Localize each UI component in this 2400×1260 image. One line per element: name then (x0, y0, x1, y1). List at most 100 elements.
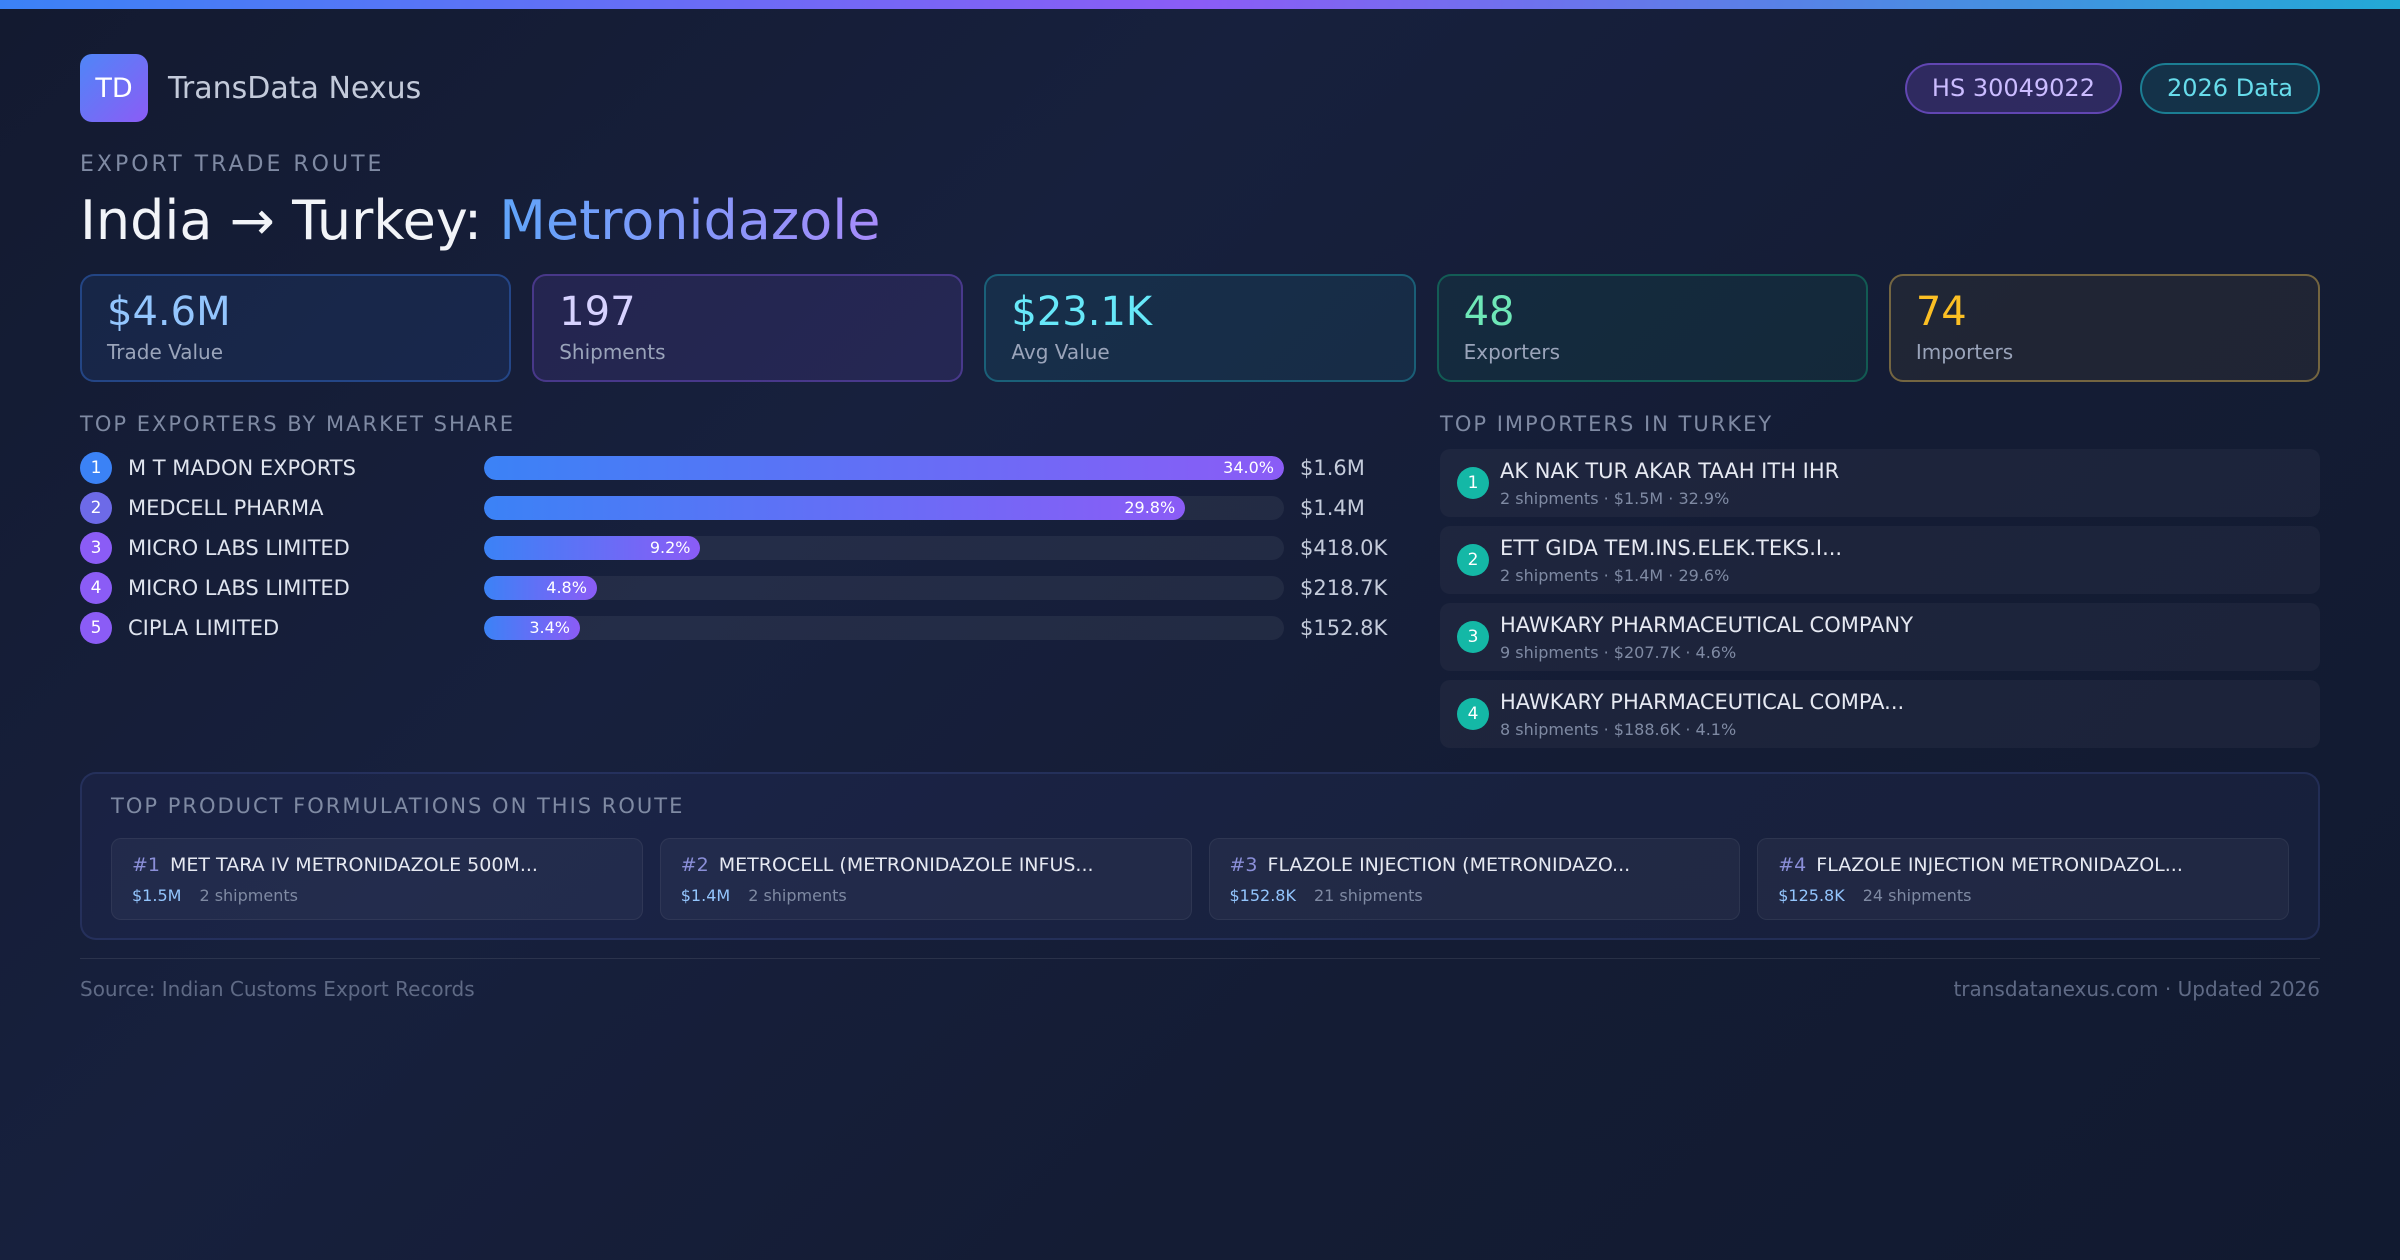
exporter-value: $1.6M (1300, 456, 1365, 481)
rank-badge: 3 (80, 532, 112, 565)
formulations-title: TOP PRODUCT FORMULATIONS ON THIS ROUTE (111, 794, 685, 819)
importer-meta: 9 shipments · $207.7K · 4.6% (1500, 643, 1737, 663)
importer-meta: 2 shipments · $1.4M · 29.6% (1500, 566, 1730, 586)
stats-row: $4.6M Trade Value 197 Shipments $23.1K A… (80, 274, 2321, 383)
importer-name: HAWKARY PHARMACEUTICAL COMPA... (1500, 690, 1905, 715)
formulation-value: $1.4M (680, 886, 731, 906)
formulation-shipments: 2 shipments (748, 886, 847, 906)
importer-name: AK NAK TUR AKAR TAAH ITH IHR (1500, 459, 1840, 484)
importers-panel: TOP IMPORTERS IN TURKEY 1 AK NAK TUR AKA… (1440, 412, 2320, 749)
exporter-value: $152.8K (1300, 616, 1388, 641)
rank-badge: 4 (1457, 698, 1489, 731)
rank-badge: 3 (1457, 621, 1489, 654)
formulations-row: #1 MET TARA IV METRONIDAZOLE 500M... $1.5… (111, 838, 2289, 921)
top-accent-bar (0, 0, 2400, 9)
importer-card[interactable]: 3 HAWKARY PHARMACEUTICAL COMPANY 9 shipm… (1440, 603, 2320, 672)
rank-badge: 5 (80, 612, 112, 645)
share-bar-track: 4.8% (484, 576, 1284, 601)
exporter-row[interactable]: 2 MEDCELL PHARMA 29.8% $1.4M (80, 492, 1380, 525)
stat-value: 48 (1463, 289, 1515, 336)
share-percent: 29.8% (1124, 498, 1176, 518)
importer-meta: 2 shipments · $1.5M · 32.9% (1500, 489, 1730, 509)
footer-divider (80, 958, 2320, 960)
importers-title: TOP IMPORTERS IN TURKEY (1440, 412, 1774, 437)
stat-value: 74 (1915, 289, 1967, 336)
exporter-name: MICRO LABS LIMITED (128, 536, 350, 561)
share-bar-track: 34.0% (484, 456, 1284, 481)
formulation-rank: #4 (1778, 854, 1807, 877)
badges: HS 30049022 2026 Data (1904, 62, 2320, 114)
data-year-badge: 2026 Data (2139, 62, 2320, 114)
exporter-row[interactable]: 1 M T MADON EXPORTS 34.0% $1.6M (80, 452, 1380, 485)
formulation-card[interactable]: #4 FLAZOLE INJECTION METRONIDAZOL... $125… (1757, 838, 2289, 921)
stat-card-shipments: 197 Shipments (532, 274, 964, 383)
importer-card[interactable]: 4 HAWKARY PHARMACEUTICAL COMPA... 8 ship… (1440, 680, 2320, 749)
exporter-value: $218.7K (1300, 576, 1388, 601)
share-bar-track: 3.4% (484, 616, 1284, 641)
brand[interactable]: TD TransData Nexus (80, 54, 421, 122)
formulation-rank: #1 (132, 854, 161, 877)
share-bar-fill: 3.4% (484, 616, 580, 641)
importer-card[interactable]: 1 AK NAK TUR AKAR TAAH ITH IHR 2 shipmen… (1440, 449, 2320, 518)
rank-badge: 1 (1457, 467, 1489, 500)
formulations-panel: TOP PRODUCT FORMULATIONS ON THIS ROUTE #… (80, 772, 2320, 941)
logo: TD (80, 54, 148, 122)
brand-name: TransData Nexus (168, 70, 422, 106)
formulation-rank: #2 (680, 854, 709, 877)
exporter-row[interactable]: 4 MICRO LABS LIMITED 4.8% $218.7K (80, 572, 1387, 605)
exporter-name: M T MADON EXPORTS (128, 456, 356, 481)
stat-value: 197 (559, 289, 636, 336)
share-bar-fill: 29.8% (484, 496, 1186, 521)
stat-label: Shipments (559, 340, 666, 365)
formulation-card[interactable]: #2 METROCELL (METRONIDAZOLE INFUS... $1.4… (659, 838, 1192, 921)
exporters-panel: TOP EXPORTERS BY MARKET SHARE 1 M T MADO… (80, 412, 1387, 645)
share-bar-fill: 4.8% (484, 576, 597, 601)
stat-value: $23.1K (1011, 289, 1153, 336)
stat-label: Trade Value (107, 340, 224, 365)
source-note: Source: Indian Customs Export Records (80, 977, 475, 1002)
share-percent: 34.0% (1223, 458, 1274, 478)
rank-badge: 2 (80, 492, 112, 525)
importer-meta: 8 shipments · $188.6K · 4.1% (1500, 720, 1737, 740)
formulation-value: $152.8K (1229, 886, 1296, 906)
formulation-name: FLAZOLE INJECTION METRONIDAZOL... (1816, 854, 2183, 877)
exporter-value: $1.4M (1300, 496, 1365, 521)
share-percent: 4.8% (546, 578, 587, 598)
exporter-row[interactable]: 5 CIPLA LIMITED 3.4% $152.8K (80, 612, 1387, 645)
importer-name: HAWKARY PHARMACEUTICAL COMPANY (1500, 613, 1914, 638)
formulation-shipments: 24 shipments (1862, 886, 1972, 906)
formulation-name: FLAZOLE INJECTION (METRONIDAZO... (1267, 854, 1631, 877)
site-link[interactable]: transdatanexus.com · Updated 2026 (1953, 977, 2320, 1002)
formulation-card[interactable]: #3 FLAZOLE INJECTION (METRONIDAZO... $152… (1208, 838, 1741, 921)
footer: Source: Indian Customs Export Records tr… (80, 977, 2320, 1001)
formulation-name: MET TARA IV METRONIDAZOLE 500M... (170, 854, 538, 877)
exporter-row[interactable]: 3 MICRO LABS LIMITED 9.2% $418.0K (80, 532, 1387, 565)
importer-name: ETT GIDA TEM.INS.ELEK.TEKS.I... (1500, 536, 1843, 561)
share-bar-track: 9.2% (484, 536, 1284, 561)
page: TD TransData Nexus HS 30049022 2026 Data… (80, 54, 2321, 1001)
share-bar-fill: 34.0% (484, 456, 1284, 481)
stat-value: $4.6M (107, 289, 231, 336)
formulation-rank: #3 (1229, 854, 1258, 877)
share-bar-track: 29.8% (484, 496, 1284, 521)
stat-label: Exporters (1463, 340, 1561, 365)
rank-badge: 1 (80, 452, 112, 485)
formulation-card[interactable]: #1 MET TARA IV METRONIDAZOLE 500M... $1.5… (111, 838, 643, 921)
stat-card-exporters: 48 Exporters (1436, 274, 1868, 383)
formulation-shipments: 21 shipments (1313, 886, 1423, 906)
route-eyebrow: EXPORT TRADE ROUTE (80, 152, 385, 177)
hs-code-badge: HS 30049022 (1904, 62, 2122, 114)
formulation-shipments: 2 shipments (199, 886, 298, 906)
share-percent: 3.4% (529, 618, 570, 638)
exporter-name: MEDCELL PHARMA (128, 496, 324, 521)
exporter-name: CIPLA LIMITED (128, 616, 280, 641)
exporters-title: TOP EXPORTERS BY MARKET SHARE (80, 412, 516, 437)
exporter-name: MICRO LABS LIMITED (128, 576, 350, 601)
header: TD TransData Nexus HS 30049022 2026 Data (80, 54, 2320, 122)
importer-card[interactable]: 2 ETT GIDA TEM.INS.ELEK.TEKS.I... 2 ship… (1440, 526, 2320, 595)
exporter-value: $418.0K (1300, 536, 1388, 561)
page-title: India → Turkey: Metronidazole (80, 191, 2320, 250)
formulation-value: $1.5M (132, 886, 182, 906)
stat-card-avg-value: $23.1K Avg Value (984, 274, 1416, 383)
share-bar-fill: 9.2% (484, 536, 701, 561)
